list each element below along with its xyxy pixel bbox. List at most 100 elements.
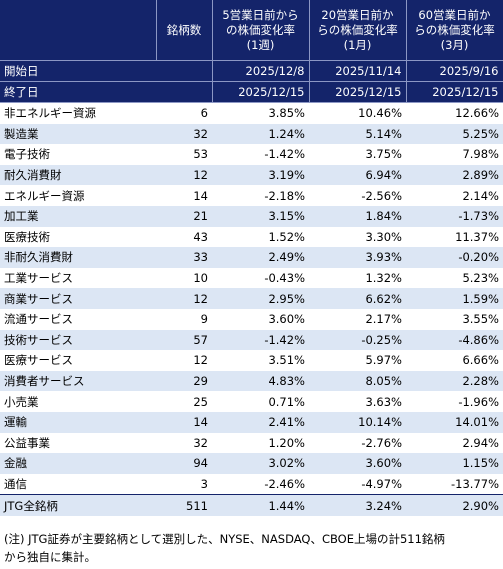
- header-20d-line2: らの株価変化率: [317, 22, 398, 37]
- change-1m: 5.14%: [309, 123, 406, 145]
- change-1w: 0.71%: [212, 391, 309, 412]
- change-1w: 2.49%: [212, 247, 309, 268]
- sector-name: 通信: [0, 473, 156, 495]
- start-date-60d: 2025/9/16: [406, 60, 503, 82]
- change-1m: 6.62%: [309, 288, 406, 309]
- start-date-label: 開始日: [0, 60, 156, 82]
- end-date-blank: [156, 81, 213, 103]
- change-1w: -1.42%: [212, 144, 309, 165]
- stock-count: 6: [156, 102, 212, 124]
- table-row: 運輸 14 2.41% 10.14% 14.01%: [0, 411, 503, 433]
- table-row: 非耐久消費財 33 2.49% 3.93% -0.20%: [0, 247, 503, 268]
- change-3m: 6.66%: [406, 350, 503, 371]
- header-5d-line1: 5営業日前から: [222, 7, 299, 22]
- stock-count: 511: [156, 494, 212, 516]
- header-20d-line3: (1月): [343, 37, 372, 52]
- change-3m: -13.77%: [406, 473, 503, 495]
- change-1m: 3.60%: [309, 453, 406, 474]
- change-1w: -2.46%: [212, 473, 309, 495]
- stock-count: 53: [156, 144, 212, 165]
- change-3m: 1.15%: [406, 453, 503, 474]
- change-3m: 2.89%: [406, 164, 503, 186]
- start-date-row: 開始日 2025/12/8 2025/11/14 2025/9/16: [0, 60, 503, 82]
- table-row: 工業サービス 10 -0.43% 1.32% 5.23%: [0, 267, 503, 289]
- header-5d-line2: の株価変化率: [226, 22, 295, 37]
- sector-name: 商業サービス: [0, 288, 156, 309]
- stock-count: 25: [156, 391, 212, 412]
- sector-name: 金融: [0, 453, 156, 474]
- change-1m: 1.84%: [309, 205, 406, 227]
- sector-return-table: 銘柄数 5営業日前から の株価変化率 (1週) 20営業日前か らの株価変化率 …: [0, 0, 503, 516]
- table-row: 耐久消費財 12 3.19% 6.94% 2.89%: [0, 164, 503, 186]
- change-1m: 3.93%: [309, 247, 406, 268]
- header-60d-line1: 60営業日前か: [418, 7, 491, 22]
- change-3m: 2.94%: [406, 432, 503, 454]
- change-3m: 3.55%: [406, 308, 503, 330]
- change-3m: 7.98%: [406, 144, 503, 165]
- change-1m: 5.97%: [309, 350, 406, 371]
- table-row: 通信 3 -2.46% -4.97% -13.77%: [0, 473, 503, 495]
- stock-count: 14: [156, 185, 212, 206]
- stock-count: 33: [156, 247, 212, 268]
- change-1w: 4.83%: [212, 370, 309, 392]
- stock-count: 9: [156, 308, 212, 330]
- change-1w: 3.60%: [212, 308, 309, 330]
- change-1w: 1.52%: [212, 226, 309, 248]
- change-1w: 1.44%: [212, 494, 309, 516]
- change-1w: 3.02%: [212, 453, 309, 474]
- end-date-5d: 2025/12/15: [212, 81, 310, 103]
- footnote: (注) JTG証券が主要銘柄として選別した、NYSE、NASDAQ、CBOE上場…: [4, 530, 499, 566]
- change-1m: 6.94%: [309, 164, 406, 186]
- header-5d-line3: (1週): [246, 37, 275, 52]
- change-1m: 10.46%: [309, 102, 406, 124]
- change-1w: -0.43%: [212, 267, 309, 289]
- stock-count: 43: [156, 226, 212, 248]
- change-1w: 2.41%: [212, 411, 309, 433]
- header-5d: 5営業日前から の株価変化率 (1週): [212, 0, 310, 61]
- table-row: 医療技術 43 1.52% 3.30% 11.37%: [0, 226, 503, 248]
- header-20d: 20営業日前か らの株価変化率 (1月): [309, 0, 407, 61]
- change-3m: 11.37%: [406, 226, 503, 248]
- sector-name: 加工業: [0, 205, 156, 227]
- end-date-label: 終了日: [0, 81, 156, 103]
- sector-name: 運輸: [0, 411, 156, 433]
- stock-count: 3: [156, 473, 212, 495]
- table-row: 加工業 21 3.15% 1.84% -1.73%: [0, 205, 503, 227]
- stock-count: 12: [156, 350, 212, 371]
- change-1m: 3.75%: [309, 144, 406, 165]
- change-3m: 5.25%: [406, 123, 503, 145]
- change-3m: 14.01%: [406, 411, 503, 433]
- change-1w: 3.85%: [212, 102, 309, 124]
- start-date-20d: 2025/11/14: [309, 60, 407, 82]
- stock-count: 14: [156, 411, 212, 433]
- stock-count: 12: [156, 164, 212, 186]
- table-body: 非エネルギー資源 6 3.85% 10.46% 12.66% 製造業 32 1.24% 5.14…: [0, 102, 503, 516]
- table-row: 金融 94 3.02% 3.60% 1.15%: [0, 453, 503, 474]
- sector-name: 工業サービス: [0, 267, 156, 289]
- change-1w: 2.95%: [212, 288, 309, 309]
- change-3m: 12.66%: [406, 102, 503, 124]
- table-row: 医療サービス 12 3.51% 5.97% 6.66%: [0, 350, 503, 371]
- header-60d-line2: らの株価変化率: [414, 22, 495, 37]
- table-row: JTG全銘柄 511 1.44% 3.24% 2.90%: [0, 494, 503, 516]
- start-date-5d: 2025/12/8: [212, 60, 310, 82]
- table-row: 電子技術 53 -1.42% 3.75% 7.98%: [0, 144, 503, 165]
- change-3m: -0.20%: [406, 247, 503, 268]
- stock-count: 12: [156, 288, 212, 309]
- change-1m: 2.17%: [309, 308, 406, 330]
- sector-name: 医療技術: [0, 226, 156, 248]
- stock-count: 57: [156, 329, 212, 351]
- change-3m: 2.14%: [406, 185, 503, 206]
- change-3m: 2.90%: [406, 494, 503, 516]
- change-1w: -2.18%: [212, 185, 309, 206]
- header-count: 銘柄数: [156, 0, 213, 61]
- change-1w: 1.20%: [212, 432, 309, 454]
- change-1m: 8.05%: [309, 370, 406, 392]
- sector-name: エネルギー資源: [0, 185, 156, 206]
- change-1m: 1.32%: [309, 267, 406, 289]
- header-row: 銘柄数 5営業日前から の株価変化率 (1週) 20営業日前か らの株価変化率 …: [0, 0, 503, 61]
- change-1m: 10.14%: [309, 411, 406, 433]
- change-1m: -2.56%: [309, 185, 406, 206]
- change-3m: 1.59%: [406, 288, 503, 309]
